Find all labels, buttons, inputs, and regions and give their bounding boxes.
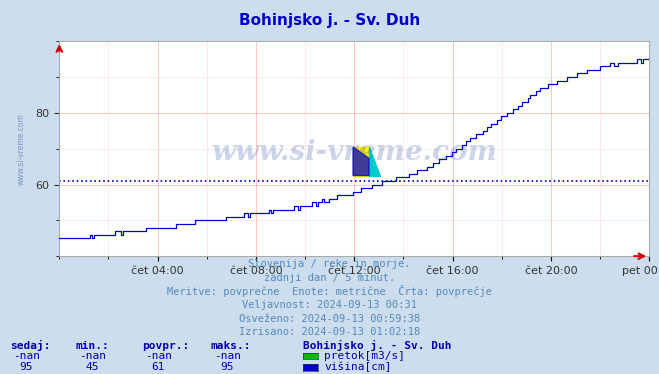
Text: 45: 45 [86, 362, 99, 372]
Text: Bohinjsko j. - Sv. Duh: Bohinjsko j. - Sv. Duh [239, 13, 420, 28]
Text: Osveženo: 2024-09-13 00:59:38: Osveženo: 2024-09-13 00:59:38 [239, 314, 420, 324]
Polygon shape [353, 147, 369, 175]
Text: Veljavnost: 2024-09-13 00:31: Veljavnost: 2024-09-13 00:31 [242, 300, 417, 310]
Text: Bohinjsko j. - Sv. Duh: Bohinjsko j. - Sv. Duh [303, 340, 451, 352]
Text: -nan: -nan [145, 351, 171, 361]
Text: 95: 95 [20, 362, 33, 372]
Text: www.si-vreme.com: www.si-vreme.com [212, 140, 497, 166]
Text: zadnji dan / 5 minut.: zadnji dan / 5 minut. [264, 273, 395, 282]
Text: 61: 61 [152, 362, 165, 372]
Polygon shape [369, 147, 380, 175]
Text: min.:: min.: [76, 341, 109, 351]
Text: Izrisano: 2024-09-13 01:02:18: Izrisano: 2024-09-13 01:02:18 [239, 327, 420, 337]
Text: maks.:: maks.: [211, 341, 251, 351]
Text: www.si-vreme.com: www.si-vreme.com [16, 113, 26, 185]
Bar [353, 147, 369, 175]
Text: pretok[m3/s]: pretok[m3/s] [324, 351, 405, 361]
Text: 95: 95 [221, 362, 234, 372]
Text: sedaj:: sedaj: [10, 340, 50, 352]
Text: povpr.:: povpr.: [142, 341, 189, 351]
Text: Meritve: povprečne  Enote: metrične  Črta: povprečje: Meritve: povprečne Enote: metrične Črta:… [167, 285, 492, 297]
Text: Slovenija / reke in morje.: Slovenija / reke in morje. [248, 259, 411, 269]
Text: -nan: -nan [214, 351, 241, 361]
Text: -nan: -nan [79, 351, 105, 361]
Text: -nan: -nan [13, 351, 40, 361]
Text: višina[cm]: višina[cm] [324, 362, 391, 373]
